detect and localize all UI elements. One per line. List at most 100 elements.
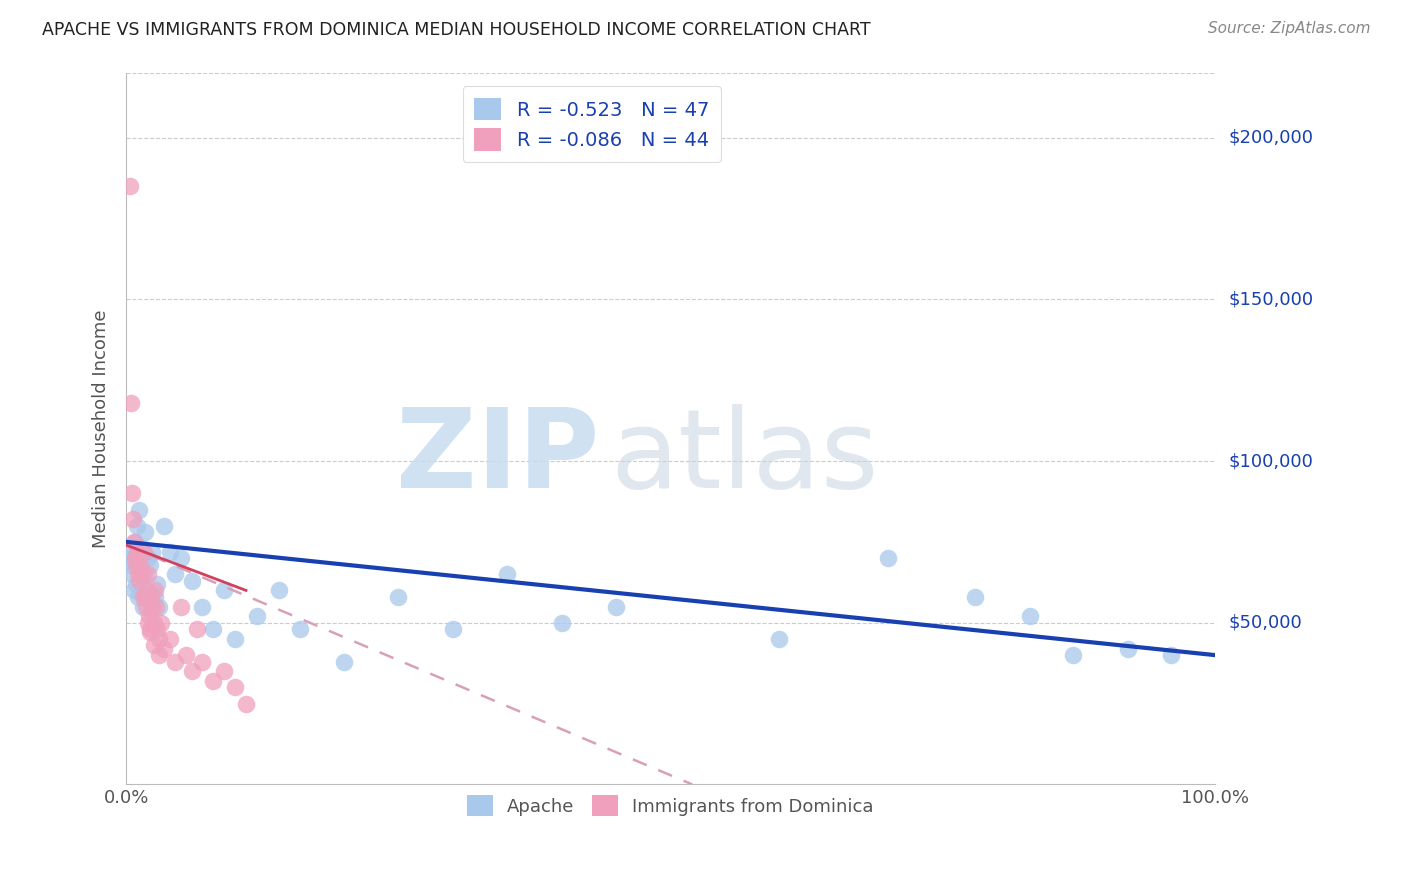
Point [191, 655, 214, 669]
Point [127, 544, 149, 558]
Point [267, 583, 290, 598]
Point [148, 632, 170, 646]
Point [174, 648, 197, 662]
Point [153, 641, 176, 656]
Point [212, 665, 235, 679]
Text: ZIP: ZIP [396, 404, 600, 510]
Point [141, 590, 163, 604]
Point [877, 551, 900, 566]
Text: $150,000: $150,000 [1229, 291, 1313, 309]
Point [496, 567, 519, 582]
Point [135, 583, 157, 598]
Point [136, 583, 159, 598]
Point [125, 558, 148, 572]
Point [131, 541, 153, 556]
Point [141, 544, 163, 558]
Text: $50,000: $50,000 [1229, 614, 1302, 632]
Point [145, 599, 167, 614]
Text: $200,000: $200,000 [1229, 128, 1313, 146]
Point [143, 590, 166, 604]
Point [118, 179, 141, 194]
Y-axis label: Median Household Income: Median Household Income [93, 310, 110, 548]
Point [121, 486, 143, 500]
Point [1062, 648, 1084, 662]
Point [246, 609, 269, 624]
Point [153, 518, 176, 533]
Point [131, 599, 153, 614]
Point [121, 567, 143, 582]
Point [128, 502, 150, 516]
Point [150, 615, 173, 630]
Point [129, 558, 152, 572]
Point [131, 590, 153, 604]
Point [202, 622, 225, 636]
Point [118, 551, 141, 566]
Point [141, 599, 163, 614]
Point [146, 622, 169, 636]
Point [124, 551, 146, 566]
Point [143, 583, 166, 598]
Point [605, 599, 627, 614]
Point [121, 544, 143, 558]
Point [120, 396, 142, 410]
Point [131, 567, 153, 582]
Point [186, 622, 208, 636]
Point [148, 599, 170, 614]
Point [212, 583, 235, 598]
Point [128, 574, 150, 588]
Point [132, 544, 155, 558]
Point [1018, 609, 1040, 624]
Text: APACHE VS IMMIGRANTS FROM DOMINICA MEDIAN HOUSEHOLD INCOME CORRELATION CHART: APACHE VS IMMIGRANTS FROM DOMINICA MEDIA… [42, 21, 870, 38]
Point [224, 632, 246, 646]
Point [1116, 641, 1139, 656]
Point [124, 534, 146, 549]
Point [136, 615, 159, 630]
Text: $100,000: $100,000 [1229, 452, 1313, 470]
Point [165, 567, 187, 582]
Point [120, 558, 142, 572]
Point [127, 590, 149, 604]
Text: Source: ZipAtlas.com: Source: ZipAtlas.com [1208, 21, 1371, 36]
Point [148, 648, 170, 662]
Point [138, 609, 160, 624]
Point [142, 639, 165, 653]
Point [139, 558, 162, 572]
Point [180, 574, 202, 588]
Text: atlas: atlas [610, 404, 879, 510]
Legend: Apache, Immigrants from Dominica: Apache, Immigrants from Dominica [458, 786, 883, 825]
Point [224, 681, 246, 695]
Point [132, 567, 155, 582]
Point [768, 632, 790, 646]
Point [125, 577, 148, 591]
Point [165, 655, 187, 669]
Point [159, 544, 181, 558]
Point [146, 577, 169, 591]
Point [127, 567, 149, 582]
Point [134, 525, 156, 540]
Point [180, 665, 202, 679]
Point [139, 622, 162, 636]
Point [127, 518, 149, 533]
Point [129, 561, 152, 575]
Point [333, 655, 356, 669]
Point [134, 590, 156, 604]
Point [142, 615, 165, 630]
Point [191, 599, 214, 614]
Point [159, 632, 181, 646]
Point [387, 590, 409, 604]
Point [122, 534, 145, 549]
Point [235, 697, 257, 711]
Point [441, 622, 464, 636]
Point [202, 673, 225, 688]
Point [139, 625, 162, 640]
Point [170, 551, 193, 566]
Point [965, 590, 987, 604]
Point [550, 615, 572, 630]
Point [122, 583, 145, 598]
Point [136, 567, 159, 582]
Point [290, 622, 312, 636]
Point [1160, 648, 1182, 662]
Point [121, 512, 143, 526]
Point [170, 599, 193, 614]
Point [136, 551, 159, 566]
